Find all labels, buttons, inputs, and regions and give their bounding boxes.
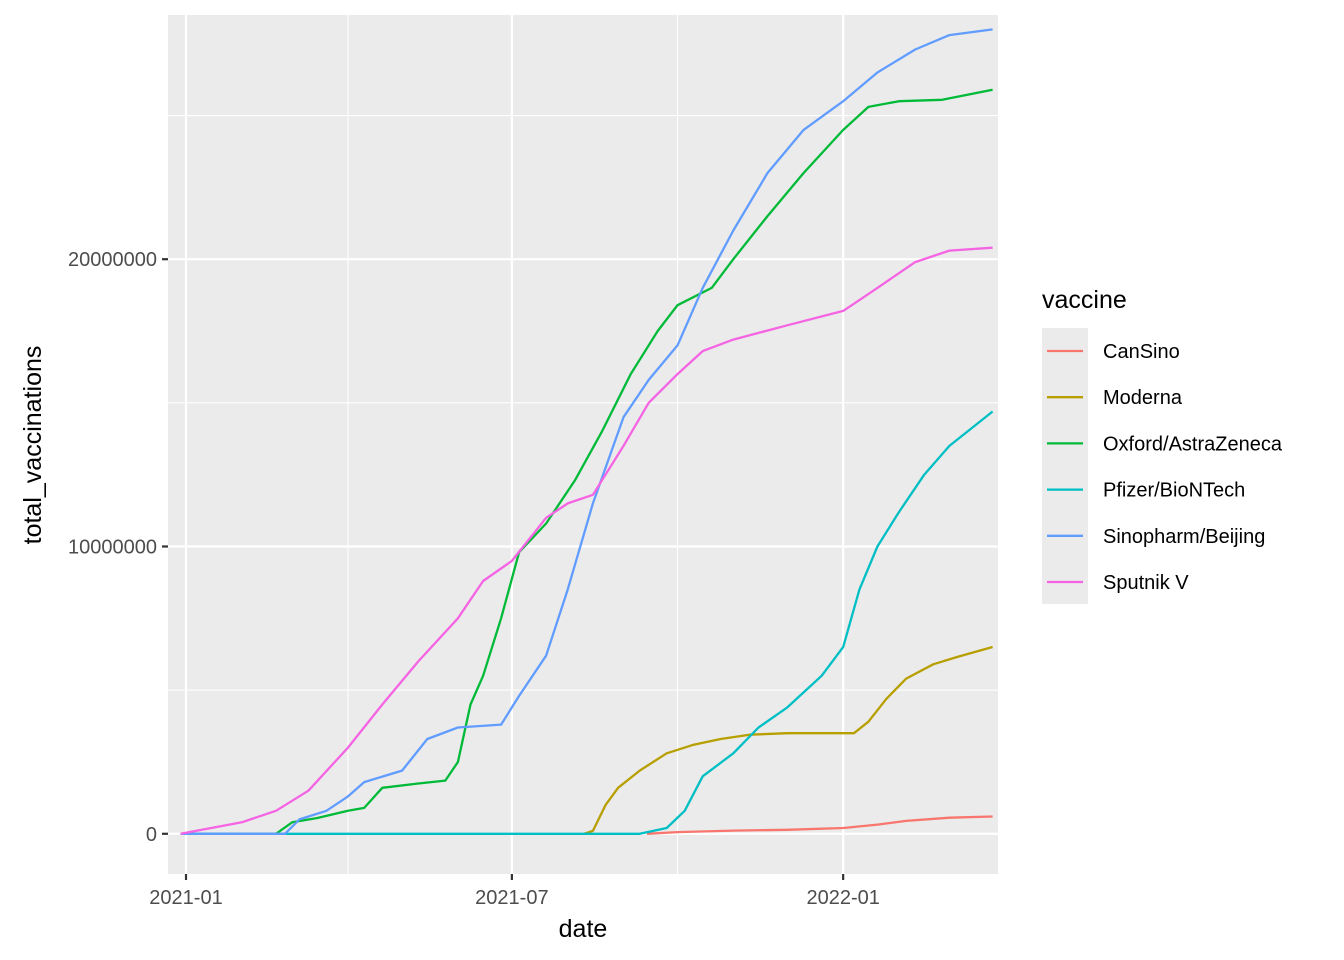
x-axis: 2021-01 2021-07 2022-01 xyxy=(149,874,880,909)
minor-gridlines xyxy=(168,15,1006,874)
y-tick-label: 10000000 xyxy=(68,536,157,558)
series-line xyxy=(646,815,993,835)
y-axis: 0 10000000 20000000 xyxy=(68,249,168,846)
series-line xyxy=(180,28,993,835)
panel-background xyxy=(168,15,998,874)
legend-items: CanSino Moderna Oxford/AstraZeneca Pfizer/B… xyxy=(1047,341,1283,594)
x-tick-label: 2021-01 xyxy=(149,887,222,909)
series-line xyxy=(180,88,993,835)
y-axis-title: total_vaccinations xyxy=(19,346,47,545)
series-line xyxy=(180,246,993,835)
series-line xyxy=(583,645,993,835)
x-tick-label: 2022-01 xyxy=(806,887,879,909)
x-axis-title: date xyxy=(559,915,608,943)
series-line xyxy=(180,410,994,835)
x-tick-label: 2021-07 xyxy=(475,887,548,909)
legend-label: Oxford/AstraZeneca xyxy=(1103,433,1283,455)
legend-title: vaccine xyxy=(1042,286,1127,314)
y-tick-label: 20000000 xyxy=(68,249,157,271)
legend-label: Sinopharm/Beijing xyxy=(1103,526,1265,548)
legend-key-background xyxy=(1042,328,1088,604)
legend-label: CanSino xyxy=(1103,341,1180,363)
y-tick-label: 0 xyxy=(146,824,157,846)
series-lines xyxy=(180,28,994,835)
legend-label: Moderna xyxy=(1103,387,1183,409)
legend: vaccine CanSino Moderna Oxford/AstraZeneca… xyxy=(1042,286,1283,604)
legend-label: Pfizer/BioNTech xyxy=(1103,480,1245,502)
legend-label: Sputnik V xyxy=(1103,572,1189,594)
